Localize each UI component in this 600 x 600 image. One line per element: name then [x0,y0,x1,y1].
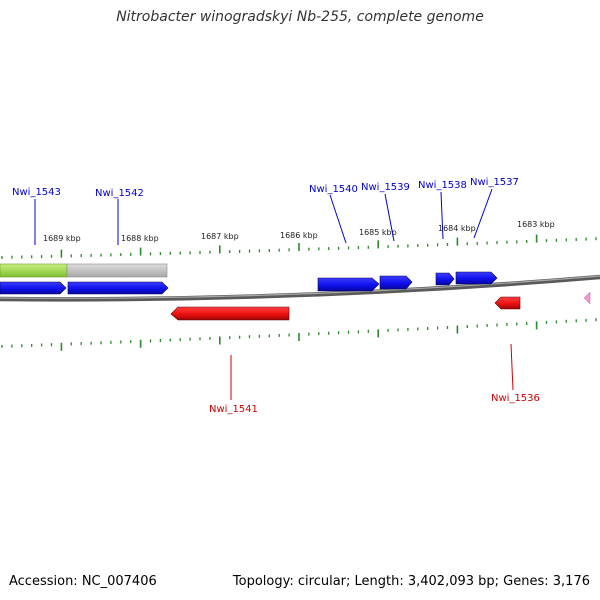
green-feature-segment[interactable] [0,263,68,278]
gene-arrow-nwi-1536[interactable] [494,296,521,310]
map-title: Nitrobacter winogradskyi Nb-255, complet… [116,9,484,25]
leader-line-nwi-1536 [510,343,514,391]
scale-label: 1689 kbp [43,234,81,243]
gene-arrow-nwi-1541[interactable] [170,306,290,321]
gene-label-nwi-1538[interactable]: Nwi_1538 [418,180,467,191]
leader-line-nwi-1538 [440,191,444,240]
accession-text: Accession: NC_007406 [9,574,157,589]
gene-arrow-nwi-1537[interactable] [455,271,498,285]
scale-label: 1686 kbp [280,231,318,240]
genome-backbone [0,274,600,302]
gene-arrow-nwi-1540[interactable] [317,277,380,292]
scale-label: 1688 kbp [121,234,159,243]
gene-label-nwi-1541[interactable]: Nwi_1541 [209,404,258,415]
gray-feature-segment[interactable] [66,263,168,278]
gene-arrow-nwi-1539[interactable] [379,275,413,290]
gene-label-nwi-1542[interactable]: Nwi_1542 [95,188,144,199]
gene-label-nwi-1543[interactable]: Nwi_1543 [12,187,61,198]
outer-tick-row [1,234,597,259]
scale-label: 1685 kbp [359,228,397,237]
gene-arrow-nwi-1543[interactable] [0,281,67,295]
leader-line-nwi-1540 [329,194,347,244]
pink-feature-marker[interactable] [583,291,591,305]
gene-label-nwi-1537[interactable]: Nwi_1537 [470,177,519,188]
inner-tick-row [1,318,597,351]
scale-label: 1687 kbp [201,232,239,241]
gene-arrow-nwi-1538[interactable] [435,272,455,286]
topology-text: Topology: circular; Length: 3,402,093 bp… [232,574,590,589]
genome-backbone-highlight [0,275,600,299]
gene-label-nwi-1540[interactable]: Nwi_1540 [309,184,358,195]
scale-label: 1684 kbp [438,224,476,233]
scale-label: 1683 kbp [517,220,555,229]
leader-line-nwi-1537 [473,188,493,239]
gene-label-nwi-1539[interactable]: Nwi_1539 [361,182,410,193]
gene-arrow-nwi-1542[interactable] [67,281,169,295]
leader-line-nwi-1539 [384,193,395,242]
gene-label-nwi-1536[interactable]: Nwi_1536 [491,393,540,404]
